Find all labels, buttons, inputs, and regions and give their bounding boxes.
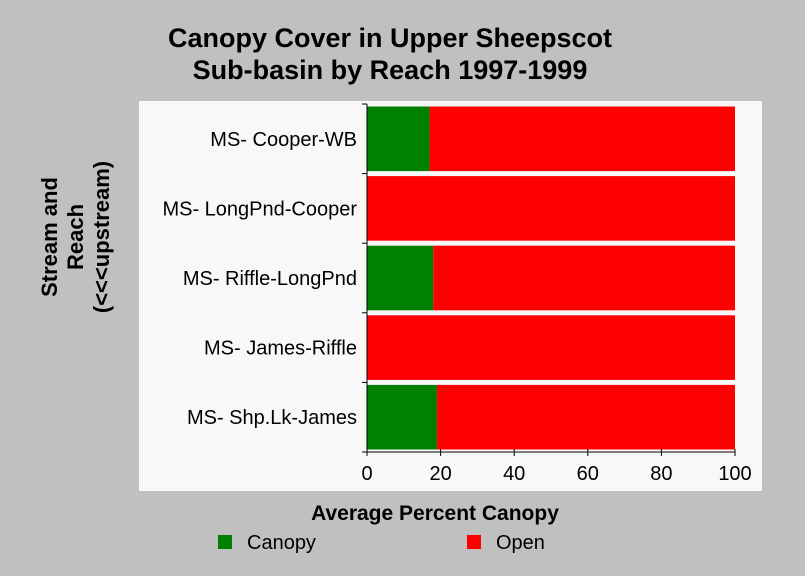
bar-open-ms-james-riffle — [367, 315, 735, 380]
legend-swatch-canopy — [218, 535, 232, 549]
bar-canopy-ms-riffle-longpnd — [367, 245, 434, 311]
chart-title: Canopy Cover in Upper Sheepscot Sub-basi… — [90, 22, 690, 86]
bar-canopy-ms-shp-lk-james — [367, 384, 437, 450]
x-tick-label-40: 40 — [503, 463, 525, 485]
x-tick-label-80: 80 — [650, 463, 672, 485]
labels-group: MS- Cooper-WB MS- LongPnd-Cooper MS- Riffl… — [162, 129, 751, 485]
category-label-ms-cooper-wb: MS- Cooper-WB — [210, 129, 357, 151]
x-axis-title: Average Percent Canopy — [311, 502, 559, 525]
legend-swatch-open — [467, 535, 481, 549]
category-label-ms-riffle-longpnd: MS- Riffle-LongPnd — [183, 268, 357, 290]
bar-canopy-ms-cooper-wb — [367, 106, 430, 172]
x-tick-label-0: 0 — [361, 463, 372, 485]
category-label-ms-longpnd-cooper: MS- LongPnd-Cooper — [162, 198, 357, 220]
axes-group — [362, 103, 736, 456]
chart-title-line-1: Canopy Cover in Upper Sheepscot — [167, 23, 613, 53]
bar-open-ms-shp-lk-james — [436, 384, 735, 450]
bar-open-ms-riffle-longpnd — [433, 245, 735, 311]
bar-open-ms-cooper-wb — [429, 106, 735, 172]
bars-group — [367, 106, 735, 450]
chart-title-line-2: Sub-basin by Reach 1997-1999 — [192, 55, 588, 85]
bar-open-ms-longpnd-cooper — [367, 176, 735, 241]
legend-label-canopy: Canopy — [247, 532, 316, 554]
x-tick-label-60: 60 — [577, 463, 599, 485]
category-label-ms-james-riffle: MS- James-Riffle — [204, 338, 357, 360]
x-tick-label-100: 100 — [718, 463, 751, 485]
x-tick-label-20: 20 — [429, 463, 451, 485]
category-label-ms-shp-lk-james: MS- Shp.Lk-James — [187, 407, 357, 429]
legend-label-open: Open — [496, 532, 545, 554]
